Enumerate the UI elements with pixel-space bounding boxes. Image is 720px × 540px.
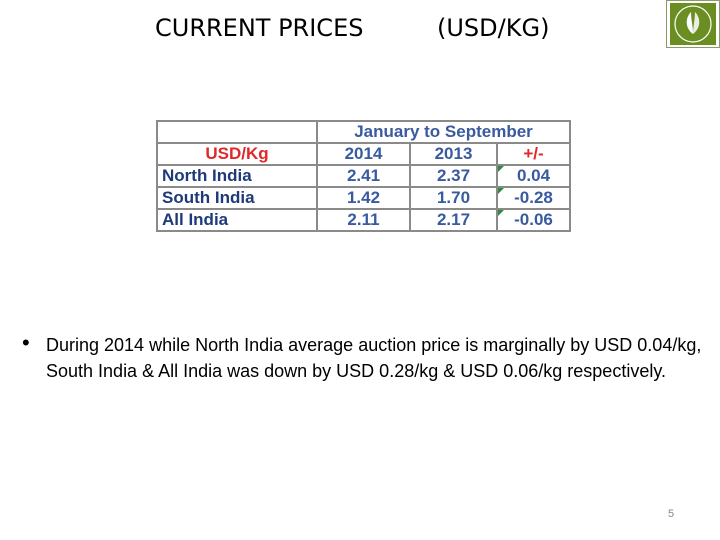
delta-text: 0.04 — [516, 166, 551, 185]
association-logo — [666, 0, 720, 48]
table-column-row: USD/Kg 2014 2013 +/- — [156, 142, 571, 166]
value-2013: 2.17 — [409, 208, 498, 232]
bullet-icon: • — [22, 330, 30, 355]
page-title-current-prices: CURRENT PRICES — [155, 14, 364, 42]
page-number: 5 — [668, 508, 675, 520]
value-2014: 1.42 — [316, 186, 411, 210]
delta-text: -0.28 — [514, 188, 553, 207]
row-label: All India — [156, 208, 318, 232]
bullet-text: During 2014 while North India average au… — [46, 335, 702, 381]
row-label: North India — [156, 164, 318, 188]
value-delta: 0.04 — [496, 164, 571, 188]
tea-leaf-icon — [670, 3, 716, 45]
value-2013: 2.37 — [409, 164, 498, 188]
value-2014: 2.11 — [316, 208, 411, 232]
bullet-point: • During 2014 while North India average … — [22, 332, 702, 384]
period-header: January to September — [316, 120, 571, 144]
page-title-unit: (USD/KG) — [437, 14, 550, 42]
table-row: All India 2.11 2.17 -0.06 — [156, 208, 571, 232]
row-label: South India — [156, 186, 318, 210]
column-2014: 2014 — [316, 142, 411, 166]
value-delta: -0.06 — [496, 208, 571, 232]
unit-label: USD/Kg — [156, 142, 318, 166]
table-row: South India 1.42 1.70 -0.28 — [156, 186, 571, 210]
comment-marker-icon — [498, 210, 504, 216]
prices-table: January to September USD/Kg 2014 2013 +/… — [156, 120, 571, 232]
comment-marker-icon — [498, 188, 504, 194]
column-delta: +/- — [496, 142, 571, 166]
table-row: North India 2.41 2.37 0.04 — [156, 164, 571, 188]
value-delta: -0.28 — [496, 186, 571, 210]
delta-text: -0.06 — [514, 210, 553, 229]
comment-marker-icon — [498, 166, 504, 172]
table-corner-cell — [156, 120, 318, 144]
value-2014: 2.41 — [316, 164, 411, 188]
table-header-row: January to September — [156, 120, 571, 144]
column-2013: 2013 — [409, 142, 498, 166]
value-2013: 1.70 — [409, 186, 498, 210]
